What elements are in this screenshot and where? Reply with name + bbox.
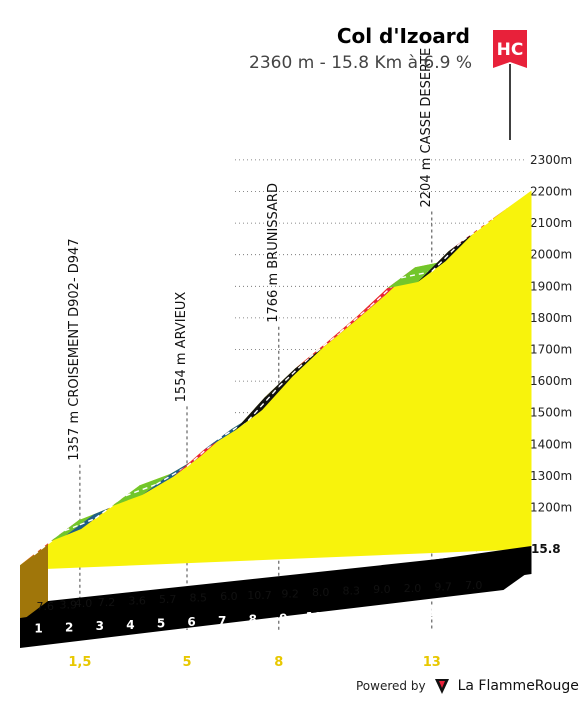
powered-by-text: Powered by bbox=[356, 679, 426, 693]
gradient-label: 7.6 bbox=[37, 600, 55, 613]
gradient-label: 6.0 bbox=[220, 590, 238, 603]
waypoint-label: 1766 m BRUNISSARD bbox=[266, 183, 281, 323]
segment-centerline bbox=[33, 530, 66, 556]
km-marker: 12 bbox=[367, 607, 384, 621]
gradient-labels: 7.6 3.94.0 7.2 3.6 5.7 8.5 6.0 10.7 9.2 8.0 8.3 9.0… bbox=[37, 579, 483, 613]
segment-ribbon bbox=[50, 514, 94, 542]
segment-centerline bbox=[339, 305, 372, 333]
gradient-label: 3.6 bbox=[128, 594, 146, 607]
y-tick-label: 2200m bbox=[530, 185, 572, 199]
y-tick-label: 1300m bbox=[530, 469, 572, 483]
waypoint-km-label: 1,5 bbox=[68, 655, 91, 670]
km-marker: 4 bbox=[126, 618, 134, 632]
gradient-label: 3.9 bbox=[60, 599, 78, 612]
segment-centerline bbox=[461, 218, 494, 242]
flame-logo-icon bbox=[434, 677, 450, 695]
y-tick-label: 2300m bbox=[530, 153, 572, 167]
total-distance-label: 15.8 bbox=[531, 542, 561, 556]
base-band bbox=[20, 546, 532, 647]
gradient-label: 9.0 bbox=[373, 583, 391, 596]
chart-subtitle: 2360 m - 15.8 Km à 6.9 % bbox=[249, 53, 472, 73]
waypoint-km-label: 13 bbox=[423, 655, 441, 670]
y-axis: 1200m 1300m 1400m 1500m 1600m 1700m 1800m 1900m… bbox=[530, 153, 572, 515]
footer: Powered by La FlammeRouge bbox=[356, 676, 579, 696]
km-marker: 2 bbox=[65, 620, 73, 634]
brand-name: La FlammeRouge bbox=[457, 678, 579, 694]
y-tick-label: 1700m bbox=[530, 343, 572, 357]
km-marker: 3 bbox=[96, 619, 104, 633]
segment-centerline bbox=[278, 357, 310, 388]
waypoint-labels: 1357 m CROISEMENT D902- D947 1,5 1554 m AR… bbox=[67, 48, 441, 670]
segment-centerline bbox=[125, 483, 157, 497]
km-marker: 1 bbox=[34, 622, 42, 636]
segment-centerline bbox=[79, 517, 96, 526]
gradient-label: 8.0 bbox=[312, 586, 330, 599]
gradient-label: 2.0 bbox=[404, 582, 422, 595]
segment-centerline bbox=[94, 495, 127, 520]
y-tick-label: 1800m bbox=[530, 311, 572, 325]
segment-centerline bbox=[431, 240, 463, 272]
km-marker: 14 bbox=[428, 605, 445, 619]
km-marker: 8 bbox=[249, 613, 257, 627]
km-marker: 9 bbox=[279, 611, 287, 625]
segment-centerline bbox=[64, 524, 81, 532]
y-tick-label: 1900m bbox=[530, 279, 572, 293]
waypoint-label: 2204 m CASSE DESERTE bbox=[419, 48, 434, 208]
gradient-label: 9.2 bbox=[281, 587, 299, 600]
waypoint-label: 1554 m ARVIEUX bbox=[174, 292, 189, 403]
y-tick-label: 1600m bbox=[530, 374, 572, 388]
km-marker: 7 bbox=[218, 614, 226, 628]
waypoint-km-label: 8 bbox=[274, 655, 283, 670]
km-marker: 10 bbox=[306, 610, 323, 624]
km-marker: 15 bbox=[459, 604, 476, 618]
km-marker: 13 bbox=[397, 606, 414, 620]
profile-body bbox=[20, 190, 532, 648]
gradient-label: 10.7 bbox=[247, 589, 272, 602]
gradient-label: 4.0 bbox=[75, 597, 93, 610]
km-marker: 6 bbox=[187, 615, 195, 629]
segment-centerline bbox=[370, 277, 402, 307]
segment-ribbon bbox=[387, 260, 446, 289]
hc-flag-badge bbox=[493, 30, 527, 68]
km-marker: 5 bbox=[157, 617, 165, 631]
segment-ribbon bbox=[65, 507, 110, 536]
gradient-label: 7.2 bbox=[98, 596, 116, 609]
segment-centerline bbox=[247, 386, 280, 422]
segment-centerline bbox=[308, 331, 341, 359]
hc-flag-label: HC bbox=[497, 40, 524, 60]
y-tick-label: 1500m bbox=[530, 406, 572, 420]
chart-title: Col d'Izoard bbox=[337, 24, 470, 48]
segment-centerline bbox=[186, 438, 219, 467]
gradient-label: 7.0 bbox=[465, 579, 483, 592]
gradient-label: 5.7 bbox=[159, 593, 177, 606]
waypoint-label: 1357 m CROISEMENT D902- D947 bbox=[67, 238, 82, 460]
y-tick-label: 1200m bbox=[530, 501, 572, 515]
hc-flag: HC bbox=[493, 30, 527, 140]
gradient-label: 8.3 bbox=[343, 585, 361, 598]
y-tick-label: 2100m bbox=[530, 216, 572, 230]
gradient-label: 8.5 bbox=[190, 592, 208, 605]
segment-ribbon bbox=[111, 473, 171, 507]
waypoint-km-label: 5 bbox=[182, 655, 191, 670]
y-tick-label: 1400m bbox=[530, 437, 572, 451]
km-marker: 11 bbox=[336, 609, 353, 623]
gradient-label: 9.7 bbox=[434, 580, 452, 593]
y-tick-label: 2000m bbox=[530, 248, 572, 262]
